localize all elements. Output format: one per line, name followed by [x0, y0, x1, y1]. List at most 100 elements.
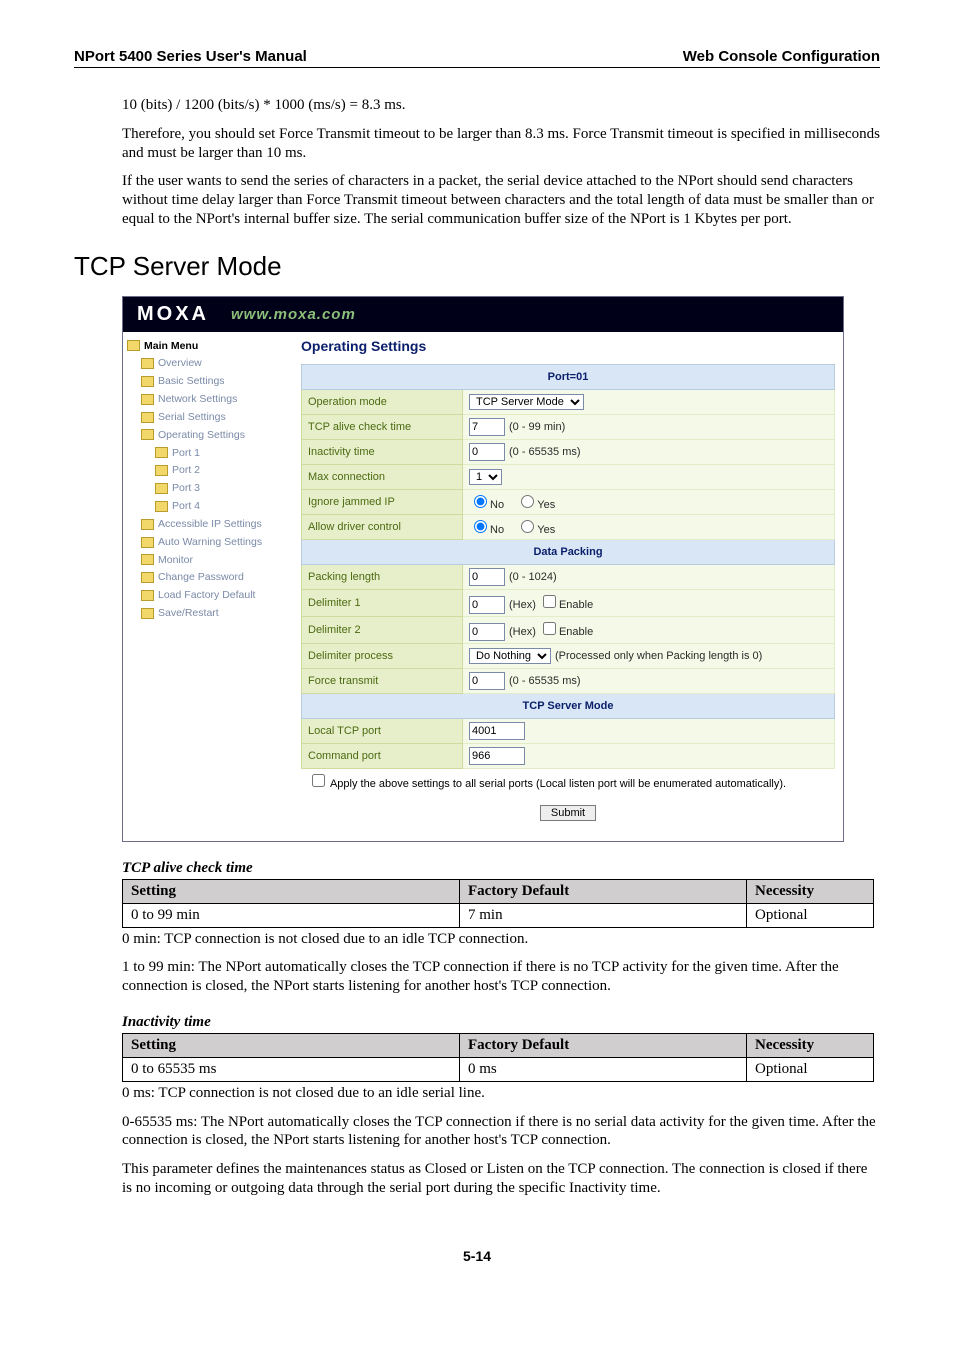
maxconn-label: Max connection: [302, 464, 463, 489]
section-heading: TCP Server Mode: [74, 251, 880, 282]
folder-icon: [155, 501, 168, 512]
tree-item-monitor[interactable]: Monitor: [127, 552, 289, 570]
tree-item-port4[interactable]: Port 4: [127, 498, 289, 516]
inactivity-title: Inactivity time: [122, 1014, 880, 1031]
delim2-label: Delimiter 2: [302, 616, 463, 643]
forcetx-hint: (0 - 65535 ms): [509, 675, 581, 687]
tree-item-autowarn[interactable]: Auto Warning Settings: [127, 534, 289, 552]
tree-item-operating[interactable]: Operating Settings: [127, 427, 289, 445]
ignorejam-no-radio[interactable]: [474, 495, 487, 508]
folder-icon: [141, 429, 154, 440]
tree-label: Port 1: [172, 447, 200, 459]
op-mode-label: Operation mode: [302, 389, 463, 414]
cmdport-input[interactable]: [469, 747, 525, 765]
tree-label: Load Factory Default: [158, 589, 255, 601]
tree-label: Port 2: [172, 464, 200, 476]
spec-cell-setting: 0 to 65535 ms: [123, 1057, 460, 1081]
nav-tree: Main Menu Overview Basic Settings Networ…: [123, 332, 293, 841]
inactivity-note3: This parameter defines the maintenances …: [122, 1160, 880, 1198]
op-mode-select[interactable]: TCP Server Mode: [469, 394, 584, 410]
folder-icon: [141, 554, 154, 565]
intro-p3: If the user wants to send the series of …: [122, 172, 880, 228]
spec-cell-necessity: Optional: [747, 903, 874, 927]
intro-p2: Therefore, you should set Force Transmit…: [122, 125, 880, 163]
tree-item-network[interactable]: Network Settings: [127, 391, 289, 409]
page-number: 5-14: [74, 1248, 880, 1264]
intro-p1: 10 (bits) / 1200 (bits/s) * 1000 (ms/s) …: [122, 96, 880, 115]
tree-item-accessible[interactable]: Accessible IP Settings: [127, 516, 289, 534]
applyall-checkbox[interactable]: [312, 774, 325, 787]
settings-table: Port=01 Operation mode TCP Server Mode T…: [301, 364, 835, 793]
applyall-label: Apply the above settings to all serial p…: [330, 778, 786, 790]
tree-label: Overview: [158, 357, 202, 369]
maxconn-select[interactable]: 1: [469, 469, 502, 485]
running-header: NPort 5400 Series User's Manual Web Cons…: [74, 48, 880, 68]
folder-icon: [141, 608, 154, 619]
tree-label: Accessible IP Settings: [158, 518, 262, 530]
folder-icon: [155, 483, 168, 494]
spec-cell-setting: 0 to 99 min: [123, 903, 460, 927]
header-left: NPort 5400 Series User's Manual: [74, 48, 307, 65]
submit-button[interactable]: Submit: [540, 805, 596, 821]
inactivity-note1: 0 ms: TCP connection is not closed due t…: [122, 1084, 880, 1103]
tree-label: Basic Settings: [158, 375, 225, 387]
delim2-enable-checkbox[interactable]: [543, 622, 556, 635]
folder-icon: [141, 412, 154, 423]
delim1-input[interactable]: [469, 596, 505, 614]
tcp-alive-input[interactable]: [469, 418, 505, 436]
tree-item-overview[interactable]: Overview: [127, 355, 289, 373]
ignorejam-yes-radio[interactable]: [521, 495, 534, 508]
tree-item-port2[interactable]: Port 2: [127, 462, 289, 480]
section-tcpserver: TCP Server Mode: [302, 693, 835, 718]
folder-icon: [155, 465, 168, 476]
tree-label: Auto Warning Settings: [158, 536, 262, 548]
allowdrv-label: Allow driver control: [302, 514, 463, 539]
tcp-alive-table: Setting Factory Default Necessity 0 to 9…: [122, 879, 874, 928]
folder-icon: [141, 394, 154, 405]
tree-item-saverestart[interactable]: Save/Restart: [127, 605, 289, 623]
tree-root[interactable]: Main Menu: [127, 338, 289, 356]
packlen-hint: (0 - 1024): [509, 571, 557, 583]
spec-hdr-necessity: Necessity: [747, 879, 874, 903]
tree-label: Port 3: [172, 482, 200, 494]
folder-icon: [141, 376, 154, 387]
packlen-input[interactable]: [469, 568, 505, 586]
ignorejam-yes-label: Yes: [537, 499, 555, 511]
topbar: MOXA www.moxa.com: [123, 297, 843, 332]
tree-label: Monitor: [158, 554, 193, 566]
tcp-alive-hint: (0 - 99 min): [509, 421, 565, 433]
delim2-input[interactable]: [469, 623, 505, 641]
inactivity-hint: (0 - 65535 ms): [509, 446, 581, 458]
tree-item-serial[interactable]: Serial Settings: [127, 409, 289, 427]
localport-input[interactable]: [469, 722, 525, 740]
screenshot: MOXA www.moxa.com Main Menu Overview Bas…: [122, 296, 844, 842]
brand-url: www.moxa.com: [231, 306, 356, 323]
tcp-alive-title: TCP alive check time: [122, 860, 880, 877]
tree-item-changepw[interactable]: Change Password: [127, 569, 289, 587]
allowdrv-no-label: No: [490, 524, 504, 536]
tree-item-loadfactory[interactable]: Load Factory Default: [127, 587, 289, 605]
allowdrv-no-radio[interactable]: [474, 520, 487, 533]
delimproc-hint: (Processed only when Packing length is 0…: [555, 650, 762, 662]
pane-title: Operating Settings: [301, 338, 835, 354]
delimproc-select[interactable]: Do Nothing: [469, 648, 551, 664]
spec-cell-default: 0 ms: [460, 1057, 747, 1081]
inactivity-label: Inactivity time: [302, 439, 463, 464]
tree-label: Operating Settings: [158, 429, 245, 441]
inactivity-input[interactable]: [469, 443, 505, 461]
forcetx-input[interactable]: [469, 672, 505, 690]
tree-item-port3[interactable]: Port 3: [127, 480, 289, 498]
delim2-hint: (Hex): [509, 626, 536, 638]
settings-pane: Operating Settings Port=01 Operation mod…: [293, 332, 843, 841]
folder-icon: [141, 519, 154, 530]
tree-item-basic[interactable]: Basic Settings: [127, 373, 289, 391]
tree-item-port1[interactable]: Port 1: [127, 445, 289, 463]
allowdrv-yes-radio[interactable]: [521, 520, 534, 533]
inactivity-note2: 0-65535 ms: The NPort automatically clos…: [122, 1113, 880, 1151]
tree-label: Port 4: [172, 500, 200, 512]
spec-hdr-necessity: Necessity: [747, 1033, 874, 1057]
folder-icon: [141, 590, 154, 601]
packlen-label: Packing length: [302, 564, 463, 589]
delim1-enable-checkbox[interactable]: [543, 595, 556, 608]
delimproc-label: Delimiter process: [302, 643, 463, 668]
